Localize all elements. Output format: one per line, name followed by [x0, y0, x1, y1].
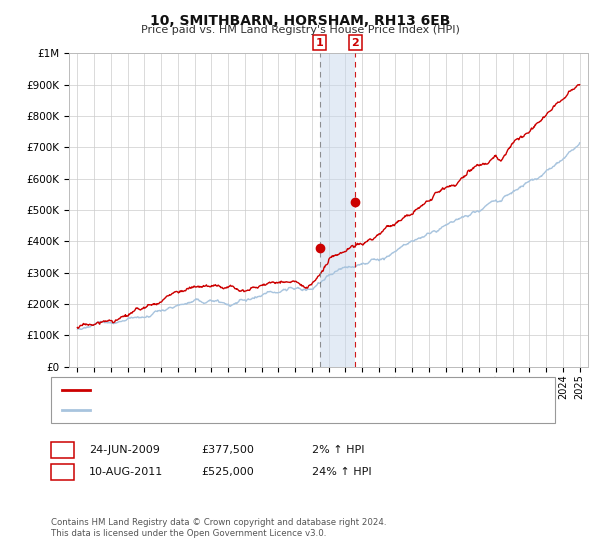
Text: £525,000: £525,000: [201, 467, 254, 477]
Text: £377,500: £377,500: [201, 445, 254, 455]
Text: 2: 2: [352, 38, 359, 48]
Text: 24% ↑ HPI: 24% ↑ HPI: [312, 467, 371, 477]
Text: HPI: Average price, detached house, Horsham: HPI: Average price, detached house, Hors…: [97, 405, 337, 415]
Text: 2: 2: [59, 467, 66, 477]
Text: 24-JUN-2009: 24-JUN-2009: [89, 445, 160, 455]
Text: 10, SMITHBARN, HORSHAM, RH13 6EB (detached house): 10, SMITHBARN, HORSHAM, RH13 6EB (detach…: [97, 385, 392, 395]
Bar: [320, 53, 355, 367]
Text: 10, SMITHBARN, HORSHAM, RH13 6EB: 10, SMITHBARN, HORSHAM, RH13 6EB: [150, 14, 450, 28]
Text: 1: 1: [316, 38, 323, 48]
Text: 10-AUG-2011: 10-AUG-2011: [89, 467, 163, 477]
Text: Contains HM Land Registry data © Crown copyright and database right 2024.
This d: Contains HM Land Registry data © Crown c…: [51, 518, 386, 538]
Text: 2% ↑ HPI: 2% ↑ HPI: [312, 445, 365, 455]
Text: 1: 1: [59, 445, 66, 455]
Text: Price paid vs. HM Land Registry's House Price Index (HPI): Price paid vs. HM Land Registry's House …: [140, 25, 460, 35]
